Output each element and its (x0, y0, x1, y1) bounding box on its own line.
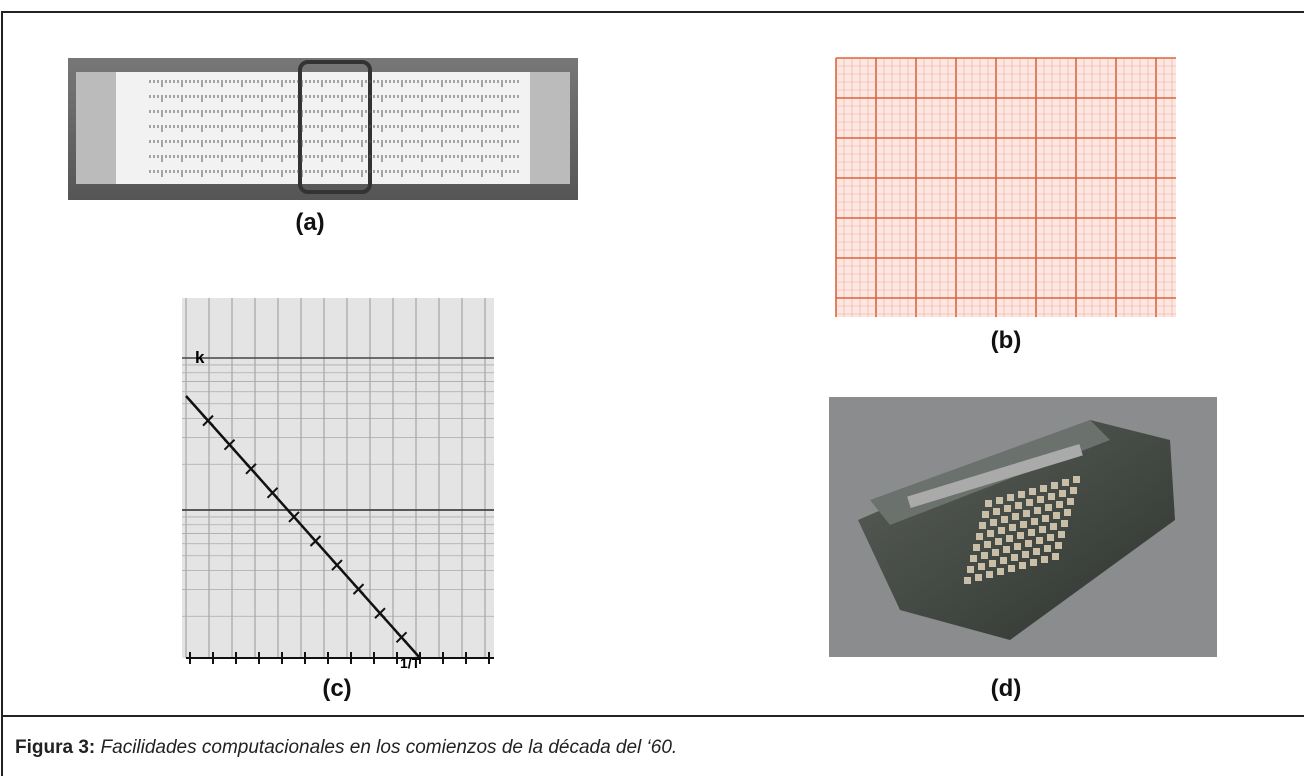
decoration (1042, 515, 1049, 522)
decoration (1001, 516, 1008, 523)
panel-label: (c) (322, 675, 351, 702)
graph-paper-image (836, 58, 1176, 317)
decoration (982, 511, 989, 518)
decoration (1051, 482, 1058, 489)
decoration (984, 541, 991, 548)
decoration (1055, 542, 1062, 549)
decoration (1015, 502, 1022, 509)
decoration (1050, 523, 1057, 530)
decoration (1004, 505, 1011, 512)
decoration (967, 566, 974, 573)
decoration (1061, 520, 1068, 527)
axis-label: k (195, 348, 205, 367)
decoration (990, 519, 997, 526)
decoration (1047, 534, 1054, 541)
decoration (1037, 496, 1044, 503)
decoration (976, 533, 983, 540)
caption-label: Figura 3: (15, 737, 95, 758)
decoration (979, 522, 986, 529)
decoration (975, 574, 982, 581)
decoration (987, 530, 994, 537)
decoration (978, 563, 985, 570)
decoration (1041, 556, 1048, 563)
caption-body: Facilidades computacionales en los comie… (101, 737, 678, 758)
decoration (1019, 562, 1026, 569)
decoration (989, 560, 996, 567)
caption-text: Figura 3: Facilidades computacionales en… (15, 737, 677, 759)
decoration (973, 544, 980, 551)
decoration (1044, 545, 1051, 552)
decoration (1045, 504, 1052, 511)
decoration (1014, 543, 1021, 550)
decoration (1053, 512, 1060, 519)
decoration (998, 527, 1005, 534)
decoration (1040, 485, 1047, 492)
log-plot-image: k 1/T (182, 298, 494, 671)
page: (a) (b) k 1/T (c) (d) Figura 3: Facilida… (0, 0, 1304, 776)
axis-label: 1/T (400, 655, 421, 671)
decoration (964, 577, 971, 584)
decoration (1020, 521, 1027, 528)
decoration (1009, 524, 1016, 531)
decoration (997, 568, 1004, 575)
slide-rule-image (68, 58, 578, 200)
decoration (1023, 510, 1030, 517)
decoration (985, 500, 992, 507)
decoration (1073, 476, 1080, 483)
decoration (986, 571, 993, 578)
decoration (1006, 535, 1013, 542)
decoration (1036, 537, 1043, 544)
figure-art: (a) (b) k 1/T (c) (d) (0, 0, 1304, 717)
decoration (1056, 501, 1063, 508)
decoration (1003, 546, 1010, 553)
decoration (970, 555, 977, 562)
decoration (1031, 518, 1038, 525)
decoration (1029, 488, 1036, 495)
decoration (1000, 557, 1007, 564)
decoration (1018, 491, 1025, 498)
decoration (1030, 559, 1037, 566)
calculator-image (829, 397, 1217, 657)
decoration (1039, 526, 1046, 533)
decoration (1017, 532, 1024, 539)
decoration (996, 497, 1003, 504)
decoration (1058, 531, 1065, 538)
decoration (1034, 507, 1041, 514)
decoration (1059, 490, 1066, 497)
decoration (1011, 554, 1018, 561)
decoration (1022, 551, 1029, 558)
decoration (995, 538, 1002, 545)
caption: Figura 3: Facilidades computacionales en… (1, 717, 1304, 776)
decoration (1025, 540, 1032, 547)
decoration (1008, 565, 1015, 572)
panel-label: (a) (295, 209, 324, 236)
decoration (1062, 479, 1069, 486)
decoration (992, 549, 999, 556)
decoration (1052, 553, 1059, 560)
decoration (1012, 513, 1019, 520)
panel-label: (b) (991, 327, 1022, 354)
decoration (1067, 498, 1074, 505)
decoration (1028, 529, 1035, 536)
decoration (1007, 494, 1014, 501)
decoration (1033, 548, 1040, 555)
decoration (981, 552, 988, 559)
decoration (1064, 509, 1071, 516)
panel-label: (d) (991, 675, 1022, 702)
decoration (1048, 493, 1055, 500)
decoration (1026, 499, 1033, 506)
decoration (993, 508, 1000, 515)
decoration (1070, 487, 1077, 494)
